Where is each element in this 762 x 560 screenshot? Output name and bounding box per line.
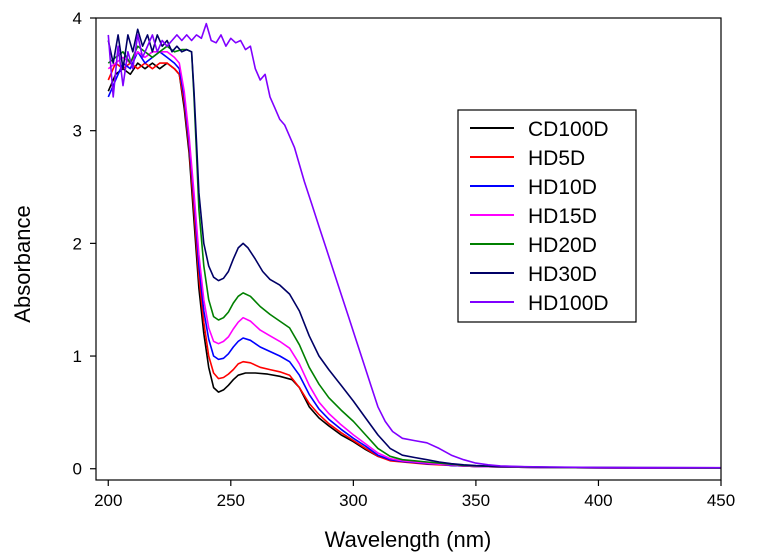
legend: CD100D HD5D HD10D HD15D HD20D HD30D HD100D <box>457 109 637 323</box>
legend-label: HD10D <box>528 176 597 199</box>
series-line-hd100d <box>107 22 722 469</box>
legend-label: HD30D <box>528 263 597 286</box>
x-axis-title: Wavelength (nm) <box>325 527 492 552</box>
plot-frame <box>95 17 722 481</box>
series-line-hd15d <box>107 51 722 469</box>
y-tick-label: 2 <box>73 234 82 253</box>
y-tick-label: 0 <box>73 460 82 479</box>
x-tick-label: 400 <box>584 491 612 510</box>
series-layer <box>107 22 722 469</box>
y-tick-label: 4 <box>73 9 82 28</box>
legend-label: HD20D <box>528 234 597 257</box>
x-axis: 200 250 300 350 400 450 <box>94 480 735 510</box>
x-tick-label: 350 <box>462 491 490 510</box>
x-tick-label: 250 <box>217 491 245 510</box>
legend-label: CD100D <box>528 118 609 141</box>
legend-label: HD5D <box>528 147 585 170</box>
series-line-hd30d <box>107 28 722 469</box>
y-axis: 0 1 2 3 4 <box>73 9 96 479</box>
y-axis-title: Absorbance <box>10 205 35 322</box>
x-tick-label: 200 <box>94 491 122 510</box>
y-tick-label: 3 <box>73 122 82 141</box>
legend-label: HD100D <box>528 292 609 315</box>
y-tick-label: 1 <box>73 347 82 366</box>
x-tick-label: 450 <box>707 491 735 510</box>
legend-label: HD15D <box>528 205 597 228</box>
x-tick-label: 300 <box>339 491 367 510</box>
